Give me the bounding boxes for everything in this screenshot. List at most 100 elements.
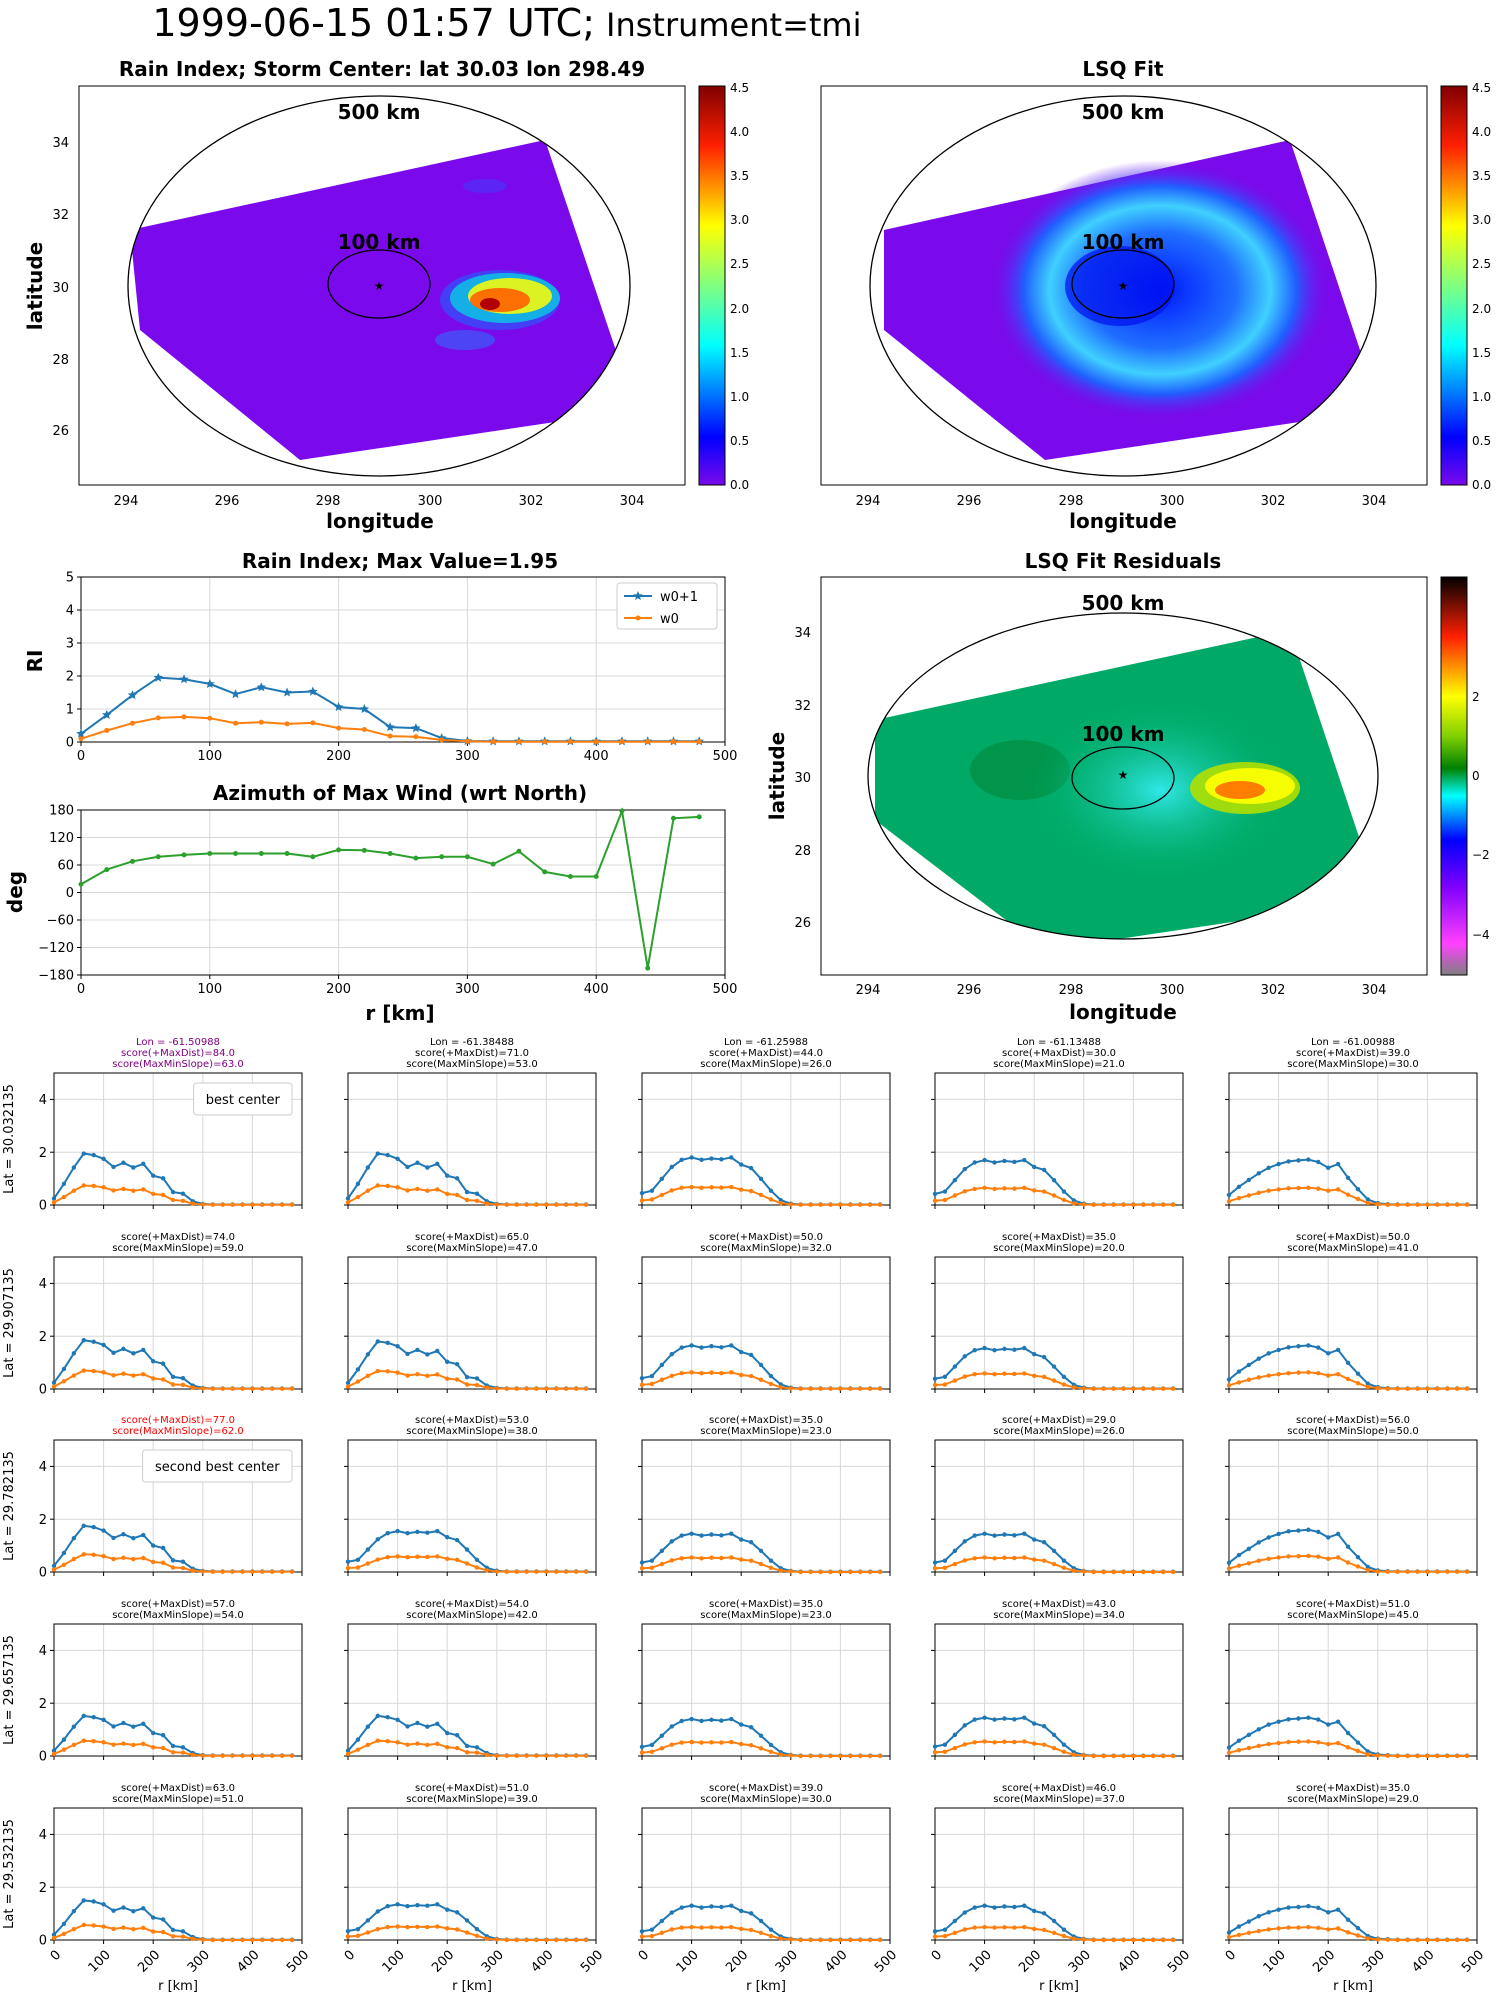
data-point [1326,1722,1331,1727]
data-point [659,1377,665,1382]
data-point [828,1753,833,1759]
panel-header: score(+MaxDist)=35.0 [709,1599,823,1610]
xtick-label: 500 [578,1948,606,1976]
data-point [387,851,393,857]
data-point [1160,1753,1166,1759]
data-point [474,1376,480,1381]
data-point [719,1904,724,1910]
data-point [1032,1373,1037,1379]
data-point [932,1934,938,1939]
data-point [1286,1370,1291,1376]
data-point [1326,1556,1331,1562]
cbar-tick: 1.5 [730,346,749,360]
cbar-tick: 1.0 [1472,390,1491,404]
data-point [699,1556,704,1561]
axes-frame [347,1072,597,1206]
ytick-label: −180 [38,969,74,984]
data-point [230,1753,235,1758]
data-point [1345,1544,1351,1549]
data-point [858,1202,863,1207]
data-point [1032,1741,1037,1746]
data-point [1091,1937,1096,1943]
data-point [71,1926,77,1932]
data-point [982,1739,987,1744]
panel-header: score(+MaxDist)=71.0 [415,1048,529,1059]
data-point [1160,1569,1166,1575]
data-point [1425,1569,1430,1574]
data-point [808,1202,813,1207]
data-point [111,1535,116,1541]
data-point [1415,1937,1420,1943]
data-point [1002,1925,1007,1930]
data-point [982,1924,987,1930]
data-point [1131,1569,1136,1575]
data-point [51,1748,57,1753]
rain-xlabel: longitude [326,509,434,533]
fit-xlabel: longitude [1069,509,1177,533]
data-point [279,1202,285,1207]
data-point [415,1529,420,1535]
data-point [1326,1535,1331,1540]
data-point [679,1718,684,1724]
row-ylabel: Lat = 29.907135 [2,1268,17,1378]
data-point [739,1537,744,1542]
data-point [1141,1569,1146,1575]
data-point [1335,1719,1341,1724]
data-point [952,1378,958,1383]
data-point [858,1753,863,1759]
data-point [739,1908,744,1914]
data-point [155,715,161,721]
data-point [709,1370,714,1375]
data-point [1266,1188,1271,1193]
data-point [190,1385,196,1390]
data-point [1002,1555,1007,1560]
data-point [435,1161,440,1167]
panel-note-box [142,1449,293,1483]
data-point [699,1185,704,1191]
xtick-label: 400 [584,749,609,764]
data-point [867,1569,873,1575]
xtick: 304 [620,494,645,509]
data-point [1032,1188,1037,1193]
data-point [230,1202,235,1207]
data-point [504,1937,509,1943]
data-point [992,1533,997,1538]
data-point [425,1554,430,1560]
data-point [170,1558,176,1563]
data-point [102,709,112,719]
data-point [516,848,522,854]
cbar-tick: 2.0 [730,302,749,316]
data-point [151,1929,156,1934]
xtick-label: 0 [77,982,85,997]
data-point [101,1553,106,1559]
ytick-label: 4 [39,1644,47,1659]
data-point [210,1386,215,1391]
data-point [942,1565,948,1570]
data-point [445,1907,450,1912]
xtick-label: 100 [1261,1948,1289,1976]
data-point [1326,1910,1331,1915]
data-point [1022,1903,1027,1908]
data-point [1226,1750,1232,1756]
data-point [1266,1927,1271,1932]
data-point [1266,1373,1271,1378]
data-point [1306,1370,1311,1375]
data-point [151,1359,156,1364]
data-point [101,1370,106,1375]
data-point [1296,1925,1301,1930]
data-point [439,737,445,743]
data-point [544,1569,549,1574]
panel-header: score(+MaxDist)=51.0 [415,1783,529,1794]
plot-area [641,1072,891,1206]
data-point [649,1188,655,1193]
data-point [1041,1742,1047,1747]
data-point [729,1903,734,1908]
data-point [160,1377,166,1382]
data-point [952,1918,958,1924]
data-point [1101,1937,1106,1943]
data-point [534,1569,539,1574]
data-point [151,1559,156,1565]
fit-map-title: LSQ Fit [1082,57,1164,81]
data-point [729,1531,734,1536]
ytick: 34 [52,136,69,151]
